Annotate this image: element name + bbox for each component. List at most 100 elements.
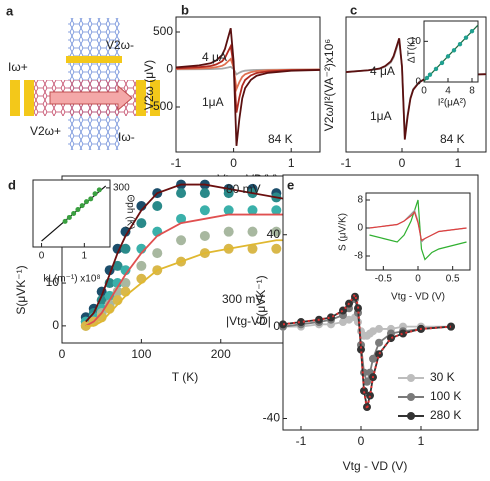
x-tick-label: 0 bbox=[59, 347, 66, 361]
data-point bbox=[363, 377, 371, 386]
legend-swatch bbox=[407, 393, 415, 401]
terminal-label: Iω- bbox=[118, 130, 135, 144]
data-point bbox=[104, 290, 115, 301]
data-point bbox=[79, 203, 85, 209]
data-point bbox=[223, 205, 234, 216]
x-tick-label: 0 bbox=[230, 156, 237, 170]
data-point bbox=[247, 205, 258, 216]
annotation: 4 μA bbox=[370, 64, 395, 78]
data-point bbox=[445, 54, 451, 59]
panel-letter: e bbox=[287, 177, 294, 192]
panel-letter: b bbox=[181, 2, 189, 17]
annotation: 1μA bbox=[370, 109, 392, 123]
data-point bbox=[152, 200, 163, 211]
y-axis-label: ΔT(K) bbox=[407, 37, 418, 63]
series-line bbox=[423, 24, 479, 82]
series-line bbox=[85, 213, 301, 327]
data-point bbox=[152, 248, 163, 259]
annotation: 1μA bbox=[202, 95, 224, 109]
data-point bbox=[96, 187, 102, 193]
data-point bbox=[451, 48, 457, 53]
data-point bbox=[199, 230, 210, 241]
data-point bbox=[345, 315, 353, 324]
y-tick-label: 0 bbox=[357, 223, 363, 234]
data-point bbox=[176, 188, 187, 199]
data-point bbox=[136, 218, 147, 229]
y-tick-label: 0 bbox=[52, 318, 59, 332]
data-point bbox=[120, 265, 131, 276]
panel-letter: d bbox=[8, 177, 16, 192]
y-tick-label: -500 bbox=[149, 99, 173, 113]
annotation: 300 mV bbox=[222, 292, 263, 306]
y-tick-label: 10 bbox=[410, 36, 422, 47]
data-point bbox=[369, 327, 377, 336]
data-point bbox=[375, 324, 383, 333]
x-tick-label: -1 bbox=[296, 434, 307, 448]
x-tick-label: 1 bbox=[418, 434, 425, 448]
data-point bbox=[120, 226, 131, 237]
x-tick-label: 4 bbox=[445, 86, 451, 97]
legend-label: 30 K bbox=[430, 370, 455, 384]
x-tick-label: -1 bbox=[341, 156, 352, 170]
data-point bbox=[427, 72, 433, 77]
data-point bbox=[339, 318, 347, 327]
data-point bbox=[199, 188, 210, 199]
data-point bbox=[366, 391, 374, 400]
data-point bbox=[369, 354, 377, 363]
data-point bbox=[457, 41, 463, 47]
legend-label: 280 K bbox=[430, 408, 461, 422]
y-axis-label: V2ω (μV) bbox=[142, 60, 156, 110]
data-point bbox=[271, 205, 282, 216]
electrode bbox=[150, 80, 160, 116]
x-axis-label: Vtg - VD (V) bbox=[391, 292, 445, 303]
series-line bbox=[369, 199, 467, 261]
x-axis-label: T (K) bbox=[172, 370, 198, 384]
y-tick-label: 0 bbox=[166, 62, 173, 76]
y-tick-label: 8 bbox=[357, 195, 363, 206]
electrode bbox=[24, 80, 34, 116]
data-point bbox=[297, 318, 305, 327]
data-point bbox=[375, 338, 383, 347]
y-tick-label: -40 bbox=[263, 411, 281, 425]
x-axis-label: I²(μA²) bbox=[438, 98, 467, 109]
data-point bbox=[247, 226, 258, 237]
x-tick-label: 8 bbox=[469, 86, 475, 97]
x-tick-label: 1 bbox=[82, 251, 88, 262]
x-tick-label: 1 bbox=[288, 156, 295, 170]
y-axis-label: Θph (K) bbox=[124, 194, 135, 229]
y-axis-label: S(μVK⁻¹) bbox=[254, 275, 268, 324]
y-tick-label: 0 bbox=[415, 77, 421, 88]
legend-swatch bbox=[407, 374, 415, 382]
x-axis-label: kL(m⁻¹) x10⁸ bbox=[43, 274, 100, 285]
y-tick-label: -8 bbox=[354, 251, 363, 262]
terminal-label: Iω+ bbox=[8, 60, 28, 74]
x-tick-label: 0 bbox=[358, 434, 365, 448]
x-tick-label: -1 bbox=[171, 156, 182, 170]
y-tick-label: 40 bbox=[267, 227, 281, 241]
data-point bbox=[112, 286, 123, 297]
x-tick-label: -0.5 bbox=[375, 274, 393, 285]
x-tick-label: 0 bbox=[399, 156, 406, 170]
data-point bbox=[112, 260, 123, 271]
heat-arrow bbox=[49, 84, 133, 112]
data-point bbox=[351, 292, 359, 301]
x-tick-label: 1 bbox=[455, 156, 462, 170]
annotation: 84 K bbox=[268, 132, 293, 146]
x-tick-label: 200 bbox=[211, 347, 231, 361]
data-point bbox=[120, 243, 131, 254]
x-tick-label: 0 bbox=[421, 86, 427, 97]
x-tick-label: 0 bbox=[415, 274, 421, 285]
annotation: |Vtg-VD| bbox=[226, 314, 271, 328]
series-line bbox=[85, 239, 301, 327]
data-point bbox=[92, 191, 98, 197]
y-tick-label: 500 bbox=[153, 24, 173, 38]
annotation: 80 mV bbox=[226, 182, 261, 196]
panel-letter: c bbox=[350, 2, 357, 17]
data-point bbox=[433, 66, 439, 72]
electrode bbox=[136, 80, 146, 116]
data-point bbox=[424, 75, 430, 81]
device-schematic: a Iω+ V2ω- V2ω+ Iω- bbox=[6, 3, 160, 150]
series-line bbox=[282, 292, 452, 410]
x-tick-label: 0.5 bbox=[446, 274, 460, 285]
